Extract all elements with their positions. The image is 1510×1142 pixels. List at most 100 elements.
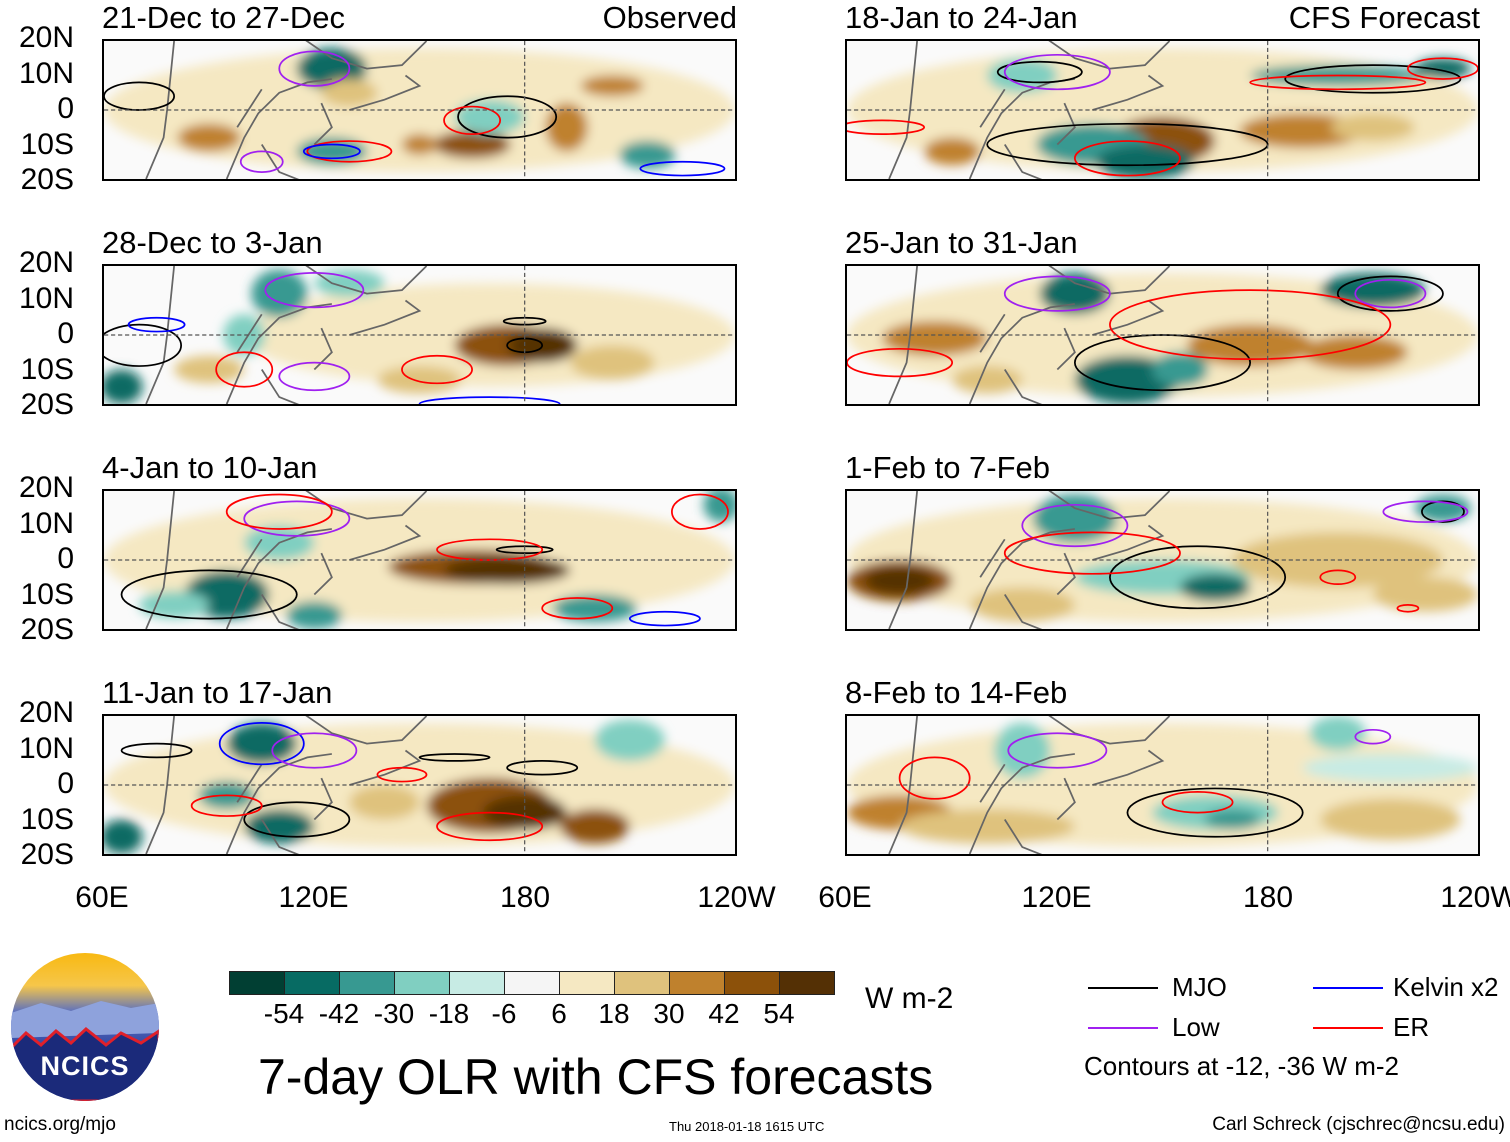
wave-contour bbox=[418, 396, 561, 404]
olr-anomaly-region bbox=[139, 591, 210, 619]
olr-map-panel bbox=[102, 714, 737, 856]
colorbar bbox=[229, 971, 835, 995]
coastline bbox=[888, 491, 1171, 629]
wave-contour bbox=[671, 493, 729, 530]
colorbar-tick: -30 bbox=[373, 998, 415, 1029]
olr-anomaly-region bbox=[1204, 809, 1261, 830]
wave-contour bbox=[1126, 787, 1304, 838]
wave-contour bbox=[1336, 275, 1444, 312]
olr-anomaly-region bbox=[482, 795, 567, 830]
logo-text: NCICS bbox=[40, 1051, 130, 1081]
olr-anomaly-region bbox=[924, 137, 981, 166]
olr-anomaly-region bbox=[994, 722, 1051, 779]
lat-label: 20S bbox=[20, 613, 74, 646]
olr-anomaly-region bbox=[177, 123, 241, 152]
lat-label: 10N bbox=[18, 506, 74, 540]
olr-anomaly-region bbox=[1320, 798, 1461, 841]
olr-anomaly-region bbox=[552, 594, 637, 623]
lat-label: 0 bbox=[57, 542, 74, 575]
wave-contour bbox=[271, 732, 358, 769]
wave-contour bbox=[376, 766, 428, 783]
colorbar-swatch bbox=[780, 972, 834, 994]
wave-contour bbox=[1354, 728, 1392, 745]
olr-anomaly-region bbox=[559, 809, 630, 844]
olr-anomaly-region bbox=[321, 78, 378, 107]
coastline bbox=[888, 41, 1171, 179]
olr-anomaly-region bbox=[580, 75, 644, 97]
wave-contour bbox=[1319, 569, 1357, 586]
mountain-icon bbox=[11, 1001, 159, 1101]
olr-map-panel bbox=[845, 264, 1480, 406]
panel-title: 1-Feb to 7-Feb bbox=[845, 450, 1051, 485]
olr-anomaly-region bbox=[1372, 577, 1478, 612]
olr-anomaly-region bbox=[594, 719, 665, 761]
wave-contour bbox=[1396, 603, 1420, 613]
colorbar-tick: 6 bbox=[551, 998, 567, 1029]
wave-contour bbox=[506, 759, 579, 776]
wave-contour bbox=[120, 742, 193, 759]
olr-anomaly-region bbox=[226, 722, 297, 765]
olr-anomaly-region bbox=[1151, 352, 1209, 387]
olr-anomaly-region bbox=[174, 355, 245, 384]
colorbar-tick: -54 bbox=[263, 998, 305, 1029]
footer-url[interactable]: ncics.org/mjo bbox=[4, 1114, 116, 1135]
coastline bbox=[145, 266, 428, 404]
wave-contour bbox=[1382, 500, 1469, 523]
lat-label: 0 bbox=[57, 92, 74, 125]
olr-anomaly-region bbox=[104, 819, 143, 854]
wave-contour bbox=[239, 150, 284, 173]
wave-contour bbox=[418, 753, 491, 762]
olr-anomaly-region bbox=[296, 137, 367, 166]
colorbar-swatch bbox=[505, 972, 560, 994]
olr-anomaly-region bbox=[899, 809, 1075, 844]
wave-contour bbox=[190, 794, 263, 817]
olr-anomaly-region bbox=[1330, 113, 1415, 142]
contour-note: Contours at -12, -36 W m-2 bbox=[1084, 1051, 1399, 1081]
olr-anomaly-region bbox=[1302, 753, 1478, 782]
olr-map-panel bbox=[845, 714, 1480, 856]
olr-anomaly-region bbox=[349, 785, 420, 820]
legend-line-kelvin bbox=[1313, 987, 1383, 989]
wave-contour bbox=[278, 361, 351, 392]
lon-label: 120W bbox=[1440, 881, 1510, 914]
lat-label: 10N bbox=[18, 281, 74, 315]
olr-map-panel bbox=[845, 489, 1480, 631]
colorbar-tick: -42 bbox=[318, 998, 360, 1029]
wave-contour bbox=[1354, 278, 1427, 309]
colorbar-swatch bbox=[285, 972, 340, 994]
wave-contour bbox=[120, 569, 298, 620]
olr-anomaly-region bbox=[864, 566, 935, 595]
wave-contour bbox=[215, 351, 274, 388]
lat-label: 20N bbox=[18, 696, 74, 729]
wave-contour bbox=[628, 610, 701, 627]
wave-contour bbox=[1161, 791, 1234, 814]
panel-title: 25-Jan to 31-Jan bbox=[845, 225, 1078, 260]
panel-title: 4-Jan to 10-Jan bbox=[102, 450, 318, 485]
colorbar-tick: 42 bbox=[708, 998, 740, 1029]
wave-contour bbox=[401, 354, 473, 385]
coastline bbox=[145, 716, 428, 854]
colorbar-swatch bbox=[615, 972, 670, 994]
colorbar-tick: -18 bbox=[428, 998, 470, 1029]
olr-map-panel bbox=[102, 39, 737, 181]
legend-label-kelvin: Kelvin x2 bbox=[1393, 972, 1499, 1002]
olr-anomaly-region bbox=[1187, 324, 1314, 367]
olr-anomaly-region bbox=[882, 321, 988, 356]
lon-label: 60E bbox=[818, 881, 872, 914]
olr-anomaly-region bbox=[1095, 144, 1195, 179]
wave-contour bbox=[243, 801, 351, 838]
wave-contour bbox=[264, 272, 365, 309]
lat-label: 10S bbox=[20, 127, 74, 161]
ncics-logo: NCICS bbox=[11, 953, 159, 1101]
lat-label: 20S bbox=[20, 388, 74, 421]
lat-label: 10N bbox=[18, 56, 74, 90]
wave-contour bbox=[1003, 275, 1111, 312]
figure-title: 7-day OLR with CFS forecasts bbox=[258, 1049, 934, 1105]
footer-timestamp: Thu 2018-01-18 1615 UTC bbox=[669, 1119, 825, 1134]
lat-label: 10S bbox=[20, 802, 74, 836]
wave-contour bbox=[104, 323, 182, 367]
coastline bbox=[888, 716, 1171, 854]
lat-label: 20N bbox=[18, 471, 74, 504]
colorbar-tick: 30 bbox=[653, 998, 685, 1029]
olr-anomaly-region bbox=[570, 345, 655, 380]
